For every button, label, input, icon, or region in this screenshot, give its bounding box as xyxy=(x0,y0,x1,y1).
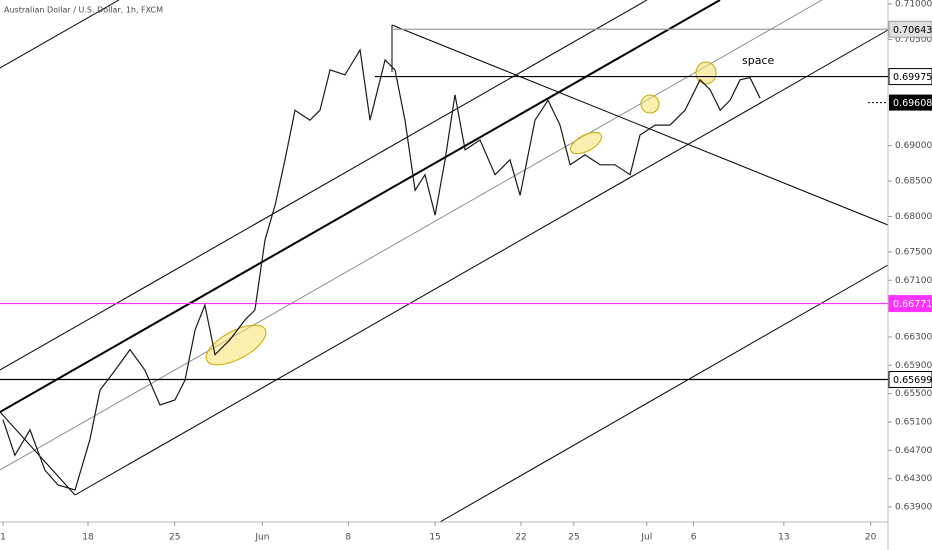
price-badge-label: 0.66771 xyxy=(893,299,932,310)
x-tick-label: 20 xyxy=(865,533,877,543)
x-tick-label: 13 xyxy=(778,533,789,543)
y-tick-label: 0.63900 xyxy=(895,502,932,512)
x-tick-label: Jun xyxy=(254,533,269,543)
last-price-badge xyxy=(889,94,932,111)
y-tick-label: 0.67100 xyxy=(895,276,932,286)
channel-line xyxy=(0,0,823,471)
price-badge xyxy=(888,371,932,389)
annotation: space xyxy=(742,54,775,67)
highlight xyxy=(640,94,660,114)
channel-median xyxy=(0,0,721,413)
y-tick-label: 0.68500 xyxy=(895,177,932,187)
highlight xyxy=(205,324,267,366)
x-tick-label: 6 xyxy=(691,533,697,543)
highlight xyxy=(695,61,717,85)
y-tick-label: 0.64700 xyxy=(895,446,932,456)
y-tick-label: 0.69000 xyxy=(895,141,932,151)
x-tick-label: 25 xyxy=(169,533,180,543)
y-tick-label: 0.71000 xyxy=(895,0,932,9)
x-tick-label: 22 xyxy=(515,533,526,543)
channel-line xyxy=(0,0,648,371)
y-tick-label: 0.65500 xyxy=(895,389,932,399)
price-line xyxy=(2,48,761,491)
price-badge xyxy=(888,20,932,38)
drawings xyxy=(0,0,889,523)
x-tick-label: 1 xyxy=(0,533,6,543)
x-tick-label: 25 xyxy=(568,533,579,543)
chart-title: Australian Dollar / U.S. Dollar, 1h, FXC… xyxy=(4,6,163,15)
y-tick-label: 0.68000 xyxy=(895,212,932,222)
price-badge xyxy=(888,68,932,86)
y-tick-label: 0.70500 xyxy=(895,35,932,45)
x-tick-label: Jul xyxy=(640,533,652,543)
y-tick-label: 0.64300 xyxy=(895,474,932,484)
channel-line xyxy=(439,264,889,523)
y-tick-label: 0.65100 xyxy=(895,417,932,427)
channel-line xyxy=(74,29,889,496)
trend-line xyxy=(391,24,889,226)
x-tick-label: 8 xyxy=(345,533,351,543)
price-badge-label: 0.70643 xyxy=(893,25,932,36)
y-tick-label: 0.66300 xyxy=(895,332,932,342)
price-badge xyxy=(888,295,932,313)
highlight xyxy=(570,131,602,155)
last-price-label: 0.69608 xyxy=(893,98,932,109)
y-tick-label: 0.67500 xyxy=(895,247,932,257)
x-tick-label: 15 xyxy=(429,533,440,543)
y-tick-label: 0.65900 xyxy=(895,361,932,371)
price-badge-label: 0.69975 xyxy=(893,72,932,83)
pivot-line xyxy=(0,411,76,496)
channel-line xyxy=(0,0,120,69)
price-badge-label: 0.65699 xyxy=(893,375,932,386)
x-tick-label: 18 xyxy=(82,533,94,543)
